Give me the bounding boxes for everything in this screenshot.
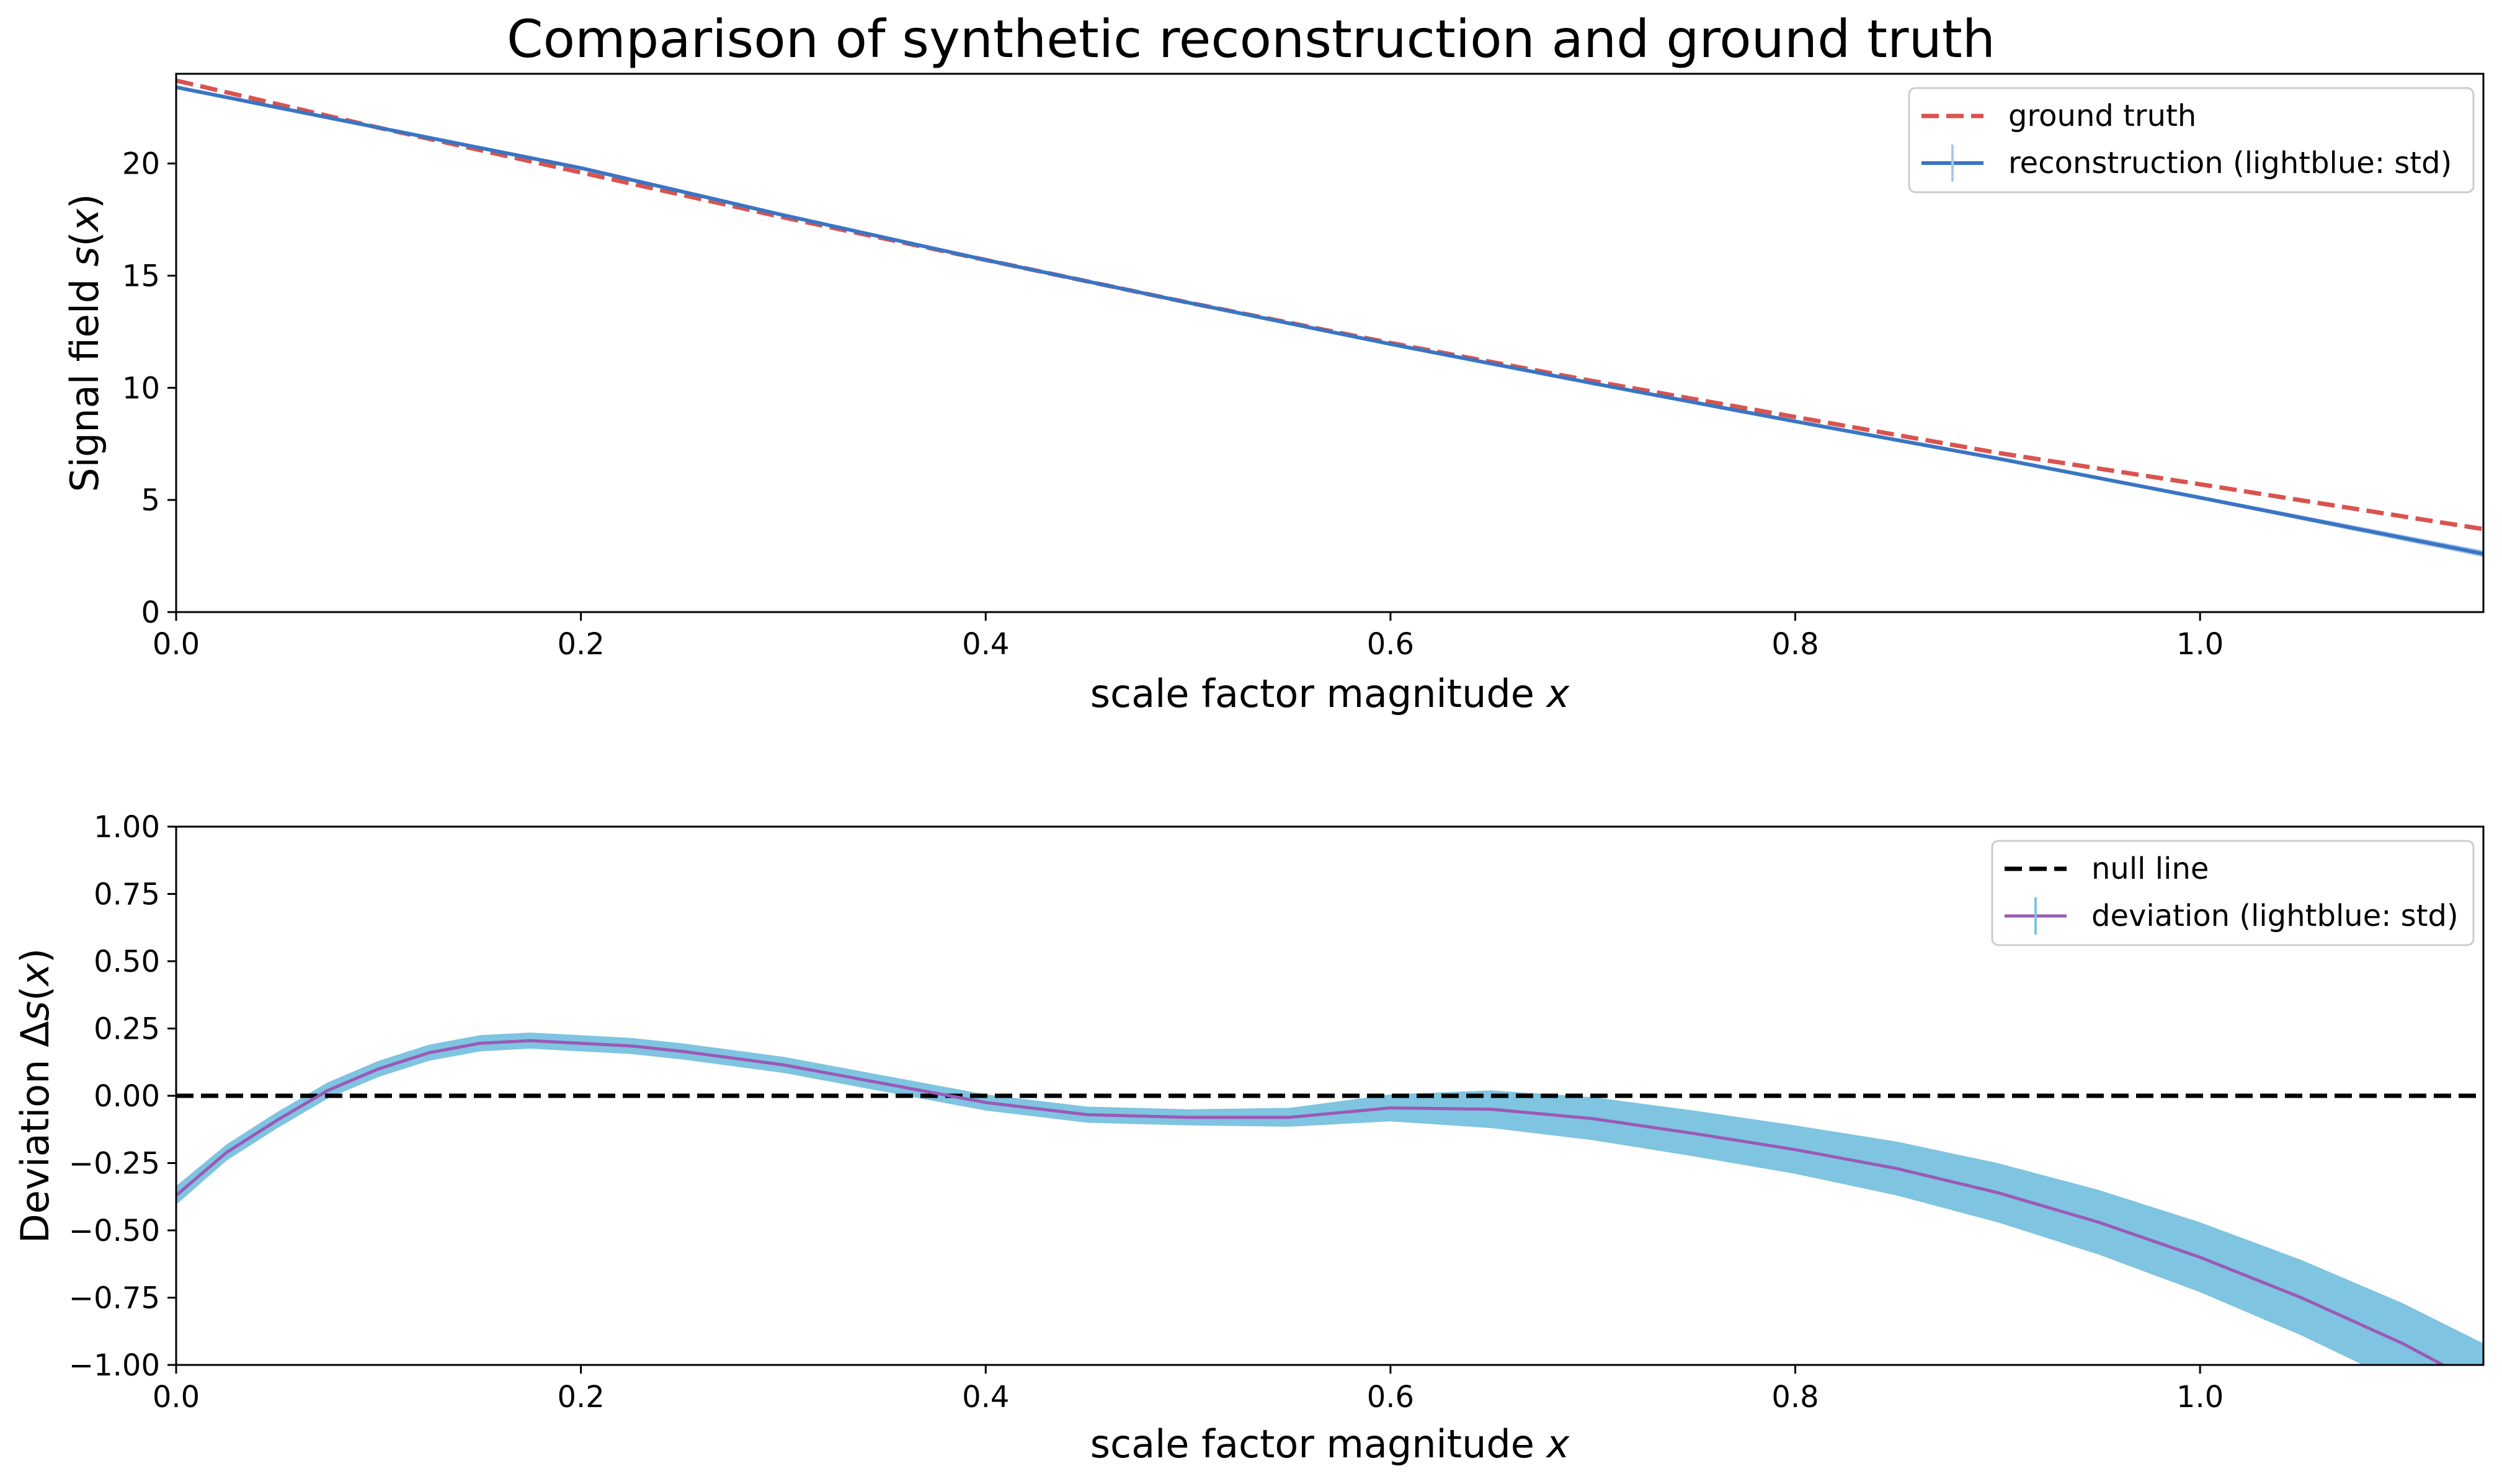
x-tick-label: 1.0 [2176,1380,2224,1415]
signal-x-ticks: 0.0 0.2 0.4 0.6 0.8 1.0 [153,612,2224,662]
deviation-y-axis-label: Deviation Δs(x) [12,948,58,1243]
deviation-legend: null line deviation (lightblue: std) [1991,840,2475,946]
signal-axes-frame [175,73,2485,613]
chart-title: Comparison of synthetic reconstruction a… [507,9,1995,69]
y-tick-label: 0.50 [94,944,160,979]
deviation-x-ticks: 0.0 0.2 0.4 0.6 0.8 1.0 [153,1365,2224,1415]
deviation-y-ticks: −1.00 −0.75 −0.50 −0.25 0.00 0.25 0.50 0.75 1.00 [69,810,176,1383]
signal-legend: ground truth reconstruction (lightblue: … [1908,87,2475,193]
legend-reconstruction-label: reconstruction (lightblue: std) [2008,146,2452,180]
y-tick-label: 20 [122,147,160,182]
x-tick-label: 0.6 [1367,627,1414,662]
y-tick-label: −0.50 [69,1214,160,1248]
signal-plot-area [176,78,2483,558]
deviation-panel: 0.0 0.2 0.4 0.6 0.8 1.0 −1.00 −0.75 −0.50 −0.25 0… [12,810,2485,1467]
legend-deviation-label: deviation (lightblue: std) [2091,899,2459,933]
x-tick-label: 0.4 [962,1380,1009,1415]
x-tick-label: 1.0 [2176,627,2224,662]
deviation-x-axis-label: scale factor magnitude x [1090,1421,1570,1467]
deviation-plot-area [176,1033,2483,1365]
y-tick-label: 0.25 [94,1012,160,1047]
deviation-line [176,1039,2447,1365]
x-tick-label: 0.6 [1367,1380,1414,1415]
signal-x-axis-label: scale factor magnitude x [1090,671,1570,716]
x-tick-label: 0.8 [1771,627,1819,662]
signal-y-axis-label: Signal field s(x) [62,193,107,492]
x-tick-label: 0.0 [153,627,200,662]
deviation-std-band [176,1033,2483,1365]
signal-legend-box [1908,87,2475,193]
y-tick-label: 5 [141,483,160,518]
signal-y-ticks: 0 5 10 15 20 [122,147,176,630]
reconstruction-line [176,85,2483,556]
y-tick-label: 0 [141,595,160,630]
x-tick-label: 0.2 [557,627,604,662]
ground-truth-line [176,78,2483,531]
x-tick-label: 0.8 [1771,1380,1819,1415]
legend-ground-truth-label: ground truth [2008,99,2196,133]
signal-panel: 0.0 0.2 0.4 0.6 0.8 1.0 0 5 10 15 20 scale factor… [62,73,2485,716]
y-tick-label: 0.00 [94,1079,160,1114]
y-tick-label: 0.75 [94,878,160,912]
x-tick-label: 0.4 [962,627,1009,662]
x-tick-label: 0.2 [557,1380,604,1415]
deviation-legend-box [1991,840,2475,946]
y-tick-label: −1.00 [69,1348,160,1383]
x-tick-label: 0.0 [153,1380,200,1415]
y-tick-label: 15 [122,259,160,294]
y-tick-label: −0.25 [69,1147,160,1181]
y-tick-label: −0.75 [69,1281,160,1316]
y-tick-label: 1.00 [94,810,160,845]
y-tick-label: 10 [122,371,160,406]
legend-null-line-label: null line [2091,851,2209,886]
